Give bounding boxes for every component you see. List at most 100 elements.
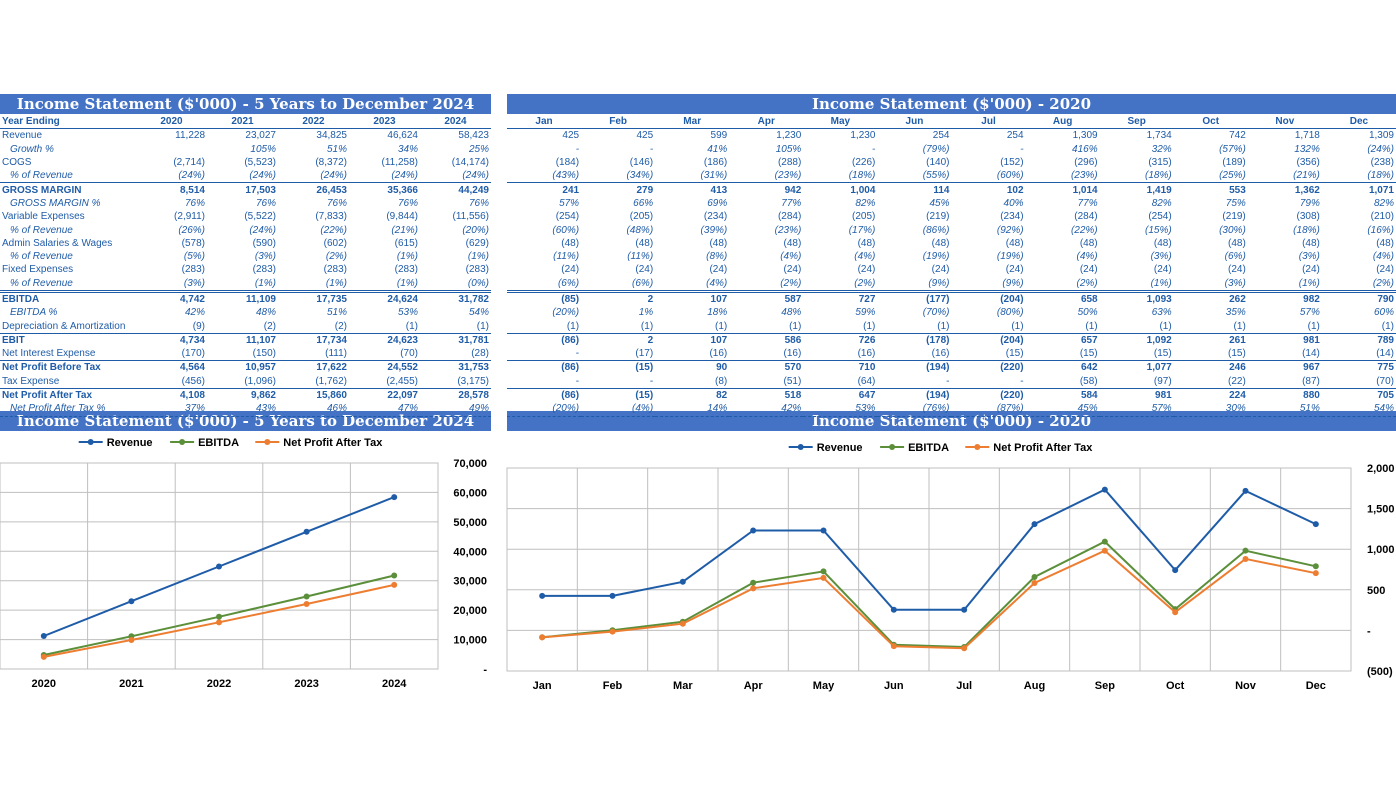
- value-cell: (15): [635, 390, 654, 402]
- value-cell: (9): [136, 319, 207, 334]
- value-cell: (204): [1000, 294, 1024, 305]
- monthly-table-title: Income Statement ($'000) - 2020: [507, 94, 1396, 114]
- table-row: Tax Expense (456) (1,096) (1,762) (2,455) (3,…: [0, 374, 491, 389]
- value-cell: 63%: [1151, 307, 1172, 319]
- value-cell: 82%: [1151, 197, 1172, 209]
- value-cell: 79%: [1299, 197, 1320, 209]
- value-cell: (284): [1074, 211, 1098, 223]
- value-cell: (60%): [552, 224, 580, 236]
- value-cell: (24): [1302, 264, 1320, 276]
- value-cell: (14,174): [451, 157, 489, 169]
- value-cell: 4,108: [179, 390, 205, 402]
- value-cell: (48): [931, 237, 950, 249]
- value-cell: (24): [1079, 264, 1098, 276]
- value-cell: 17,622: [316, 362, 347, 374]
- value-cell: 35%: [1225, 307, 1246, 319]
- value-cell: (2%): [729, 276, 804, 293]
- value-cell: (4%): [655, 276, 730, 293]
- y-tick-label: 500: [1367, 585, 1385, 597]
- data-point: [1312, 521, 1319, 528]
- value-cell: 2: [647, 294, 654, 305]
- data-point: [40, 632, 47, 639]
- value-cell: 24,552: [387, 362, 418, 374]
- value-cell: 22,097: [387, 390, 418, 402]
- y-tick-label: (500): [1367, 666, 1393, 678]
- value-cell: (5,522): [244, 211, 276, 223]
- data-point: [820, 574, 827, 581]
- legend-marker: [87, 439, 94, 445]
- value-cell: (16): [877, 347, 952, 362]
- value-cell: (15): [1173, 347, 1248, 362]
- column-header: Dec: [1321, 115, 1396, 130]
- value-cell: (87): [1247, 374, 1322, 389]
- value-cell: 17,734: [316, 334, 347, 346]
- x-tick-label: Aug: [1024, 680, 1045, 692]
- row-label: GROSS MARGIN %: [10, 197, 101, 209]
- value-cell: 76%: [468, 197, 489, 209]
- value-cell: (6%): [1224, 251, 1246, 263]
- value-cell: (226): [852, 157, 876, 169]
- value-cell: 742: [1229, 130, 1246, 142]
- value-cell: (18%): [803, 169, 878, 184]
- table-row: % of Revenue (3%) (1%) (1%) (1%) (0%): [0, 276, 491, 293]
- table-row: Fixed Expenses (283) (283) (283) (283) (283): [0, 263, 491, 276]
- value-cell: (21%): [391, 224, 418, 236]
- value-cell: 41%: [707, 143, 728, 155]
- value-cell: (234): [1000, 211, 1024, 223]
- value-cell: 90: [716, 362, 728, 374]
- value-cell: 981: [1155, 390, 1172, 402]
- value-cell: 1,092: [1146, 334, 1172, 346]
- value-cell: (4%): [854, 251, 876, 263]
- value-cell: 790: [1377, 294, 1394, 305]
- value-cell: (629): [465, 237, 489, 249]
- value-cell: (1%): [207, 276, 278, 293]
- value-cell: 262: [1229, 294, 1246, 305]
- value-cell: (8): [655, 374, 730, 389]
- x-tick-label: 2022: [207, 678, 231, 690]
- x-tick-label: Nov: [1235, 680, 1257, 692]
- value-cell: 241: [562, 184, 580, 196]
- value-cell: (48): [857, 237, 876, 249]
- data-point: [391, 494, 398, 501]
- value-cell: 66%: [633, 197, 654, 209]
- value-cell: (1%): [349, 276, 420, 293]
- value-cell: (70%): [922, 307, 950, 319]
- annual-table-title: Income Statement ($'000) - 5 Years to De…: [0, 94, 491, 114]
- value-cell: (48): [1153, 237, 1172, 249]
- value-cell: 105%: [250, 143, 276, 155]
- series-line: [542, 540, 1317, 649]
- value-cell: (22): [1173, 374, 1248, 389]
- table-row: (254) (205) (234) (284) (205) (219) (234) (284)…: [507, 210, 1396, 223]
- value-cell: -: [872, 143, 876, 155]
- legend-label: EBITDA: [908, 442, 949, 454]
- value-cell: (1): [1247, 319, 1322, 334]
- value-cell: (11,556): [452, 211, 489, 223]
- series-line: [542, 549, 1316, 650]
- value-cell: (24): [783, 264, 802, 276]
- value-cell: 15,860: [316, 390, 347, 402]
- value-cell: 102: [1006, 184, 1024, 196]
- value-cell: 17,503: [245, 184, 276, 196]
- value-cell: (0%): [420, 276, 491, 293]
- value-cell: (283): [323, 264, 347, 276]
- value-cell: 53%: [803, 402, 878, 417]
- value-cell: (55%): [877, 169, 952, 184]
- table-row: (184) (146) (186) (288) (226) (140) (152) (296)…: [507, 156, 1396, 169]
- value-cell: (24): [1153, 264, 1172, 276]
- value-cell: 82%: [1373, 197, 1394, 209]
- value-cell: (85): [561, 294, 580, 305]
- value-cell: (170): [136, 347, 207, 362]
- value-cell: 1,093: [1146, 294, 1172, 305]
- value-cell: (18%): [1099, 169, 1174, 184]
- value-cell: (6%): [507, 276, 582, 293]
- value-cell: 1,362: [1294, 184, 1320, 196]
- value-cell: (186): [703, 157, 728, 169]
- value-cell: 261: [1229, 334, 1246, 346]
- y-tick-label: 1,500: [1367, 504, 1395, 516]
- value-cell: (25%): [1173, 169, 1248, 184]
- value-cell: (284): [777, 211, 802, 223]
- value-cell: 114: [933, 184, 950, 196]
- table-row: (6%) (6%) (4%) (2%) (2%) (9%) (9%) (2%) (1%) (3%)…: [507, 276, 1396, 293]
- value-cell: (39%): [700, 224, 728, 236]
- value-cell: (220): [1000, 390, 1024, 402]
